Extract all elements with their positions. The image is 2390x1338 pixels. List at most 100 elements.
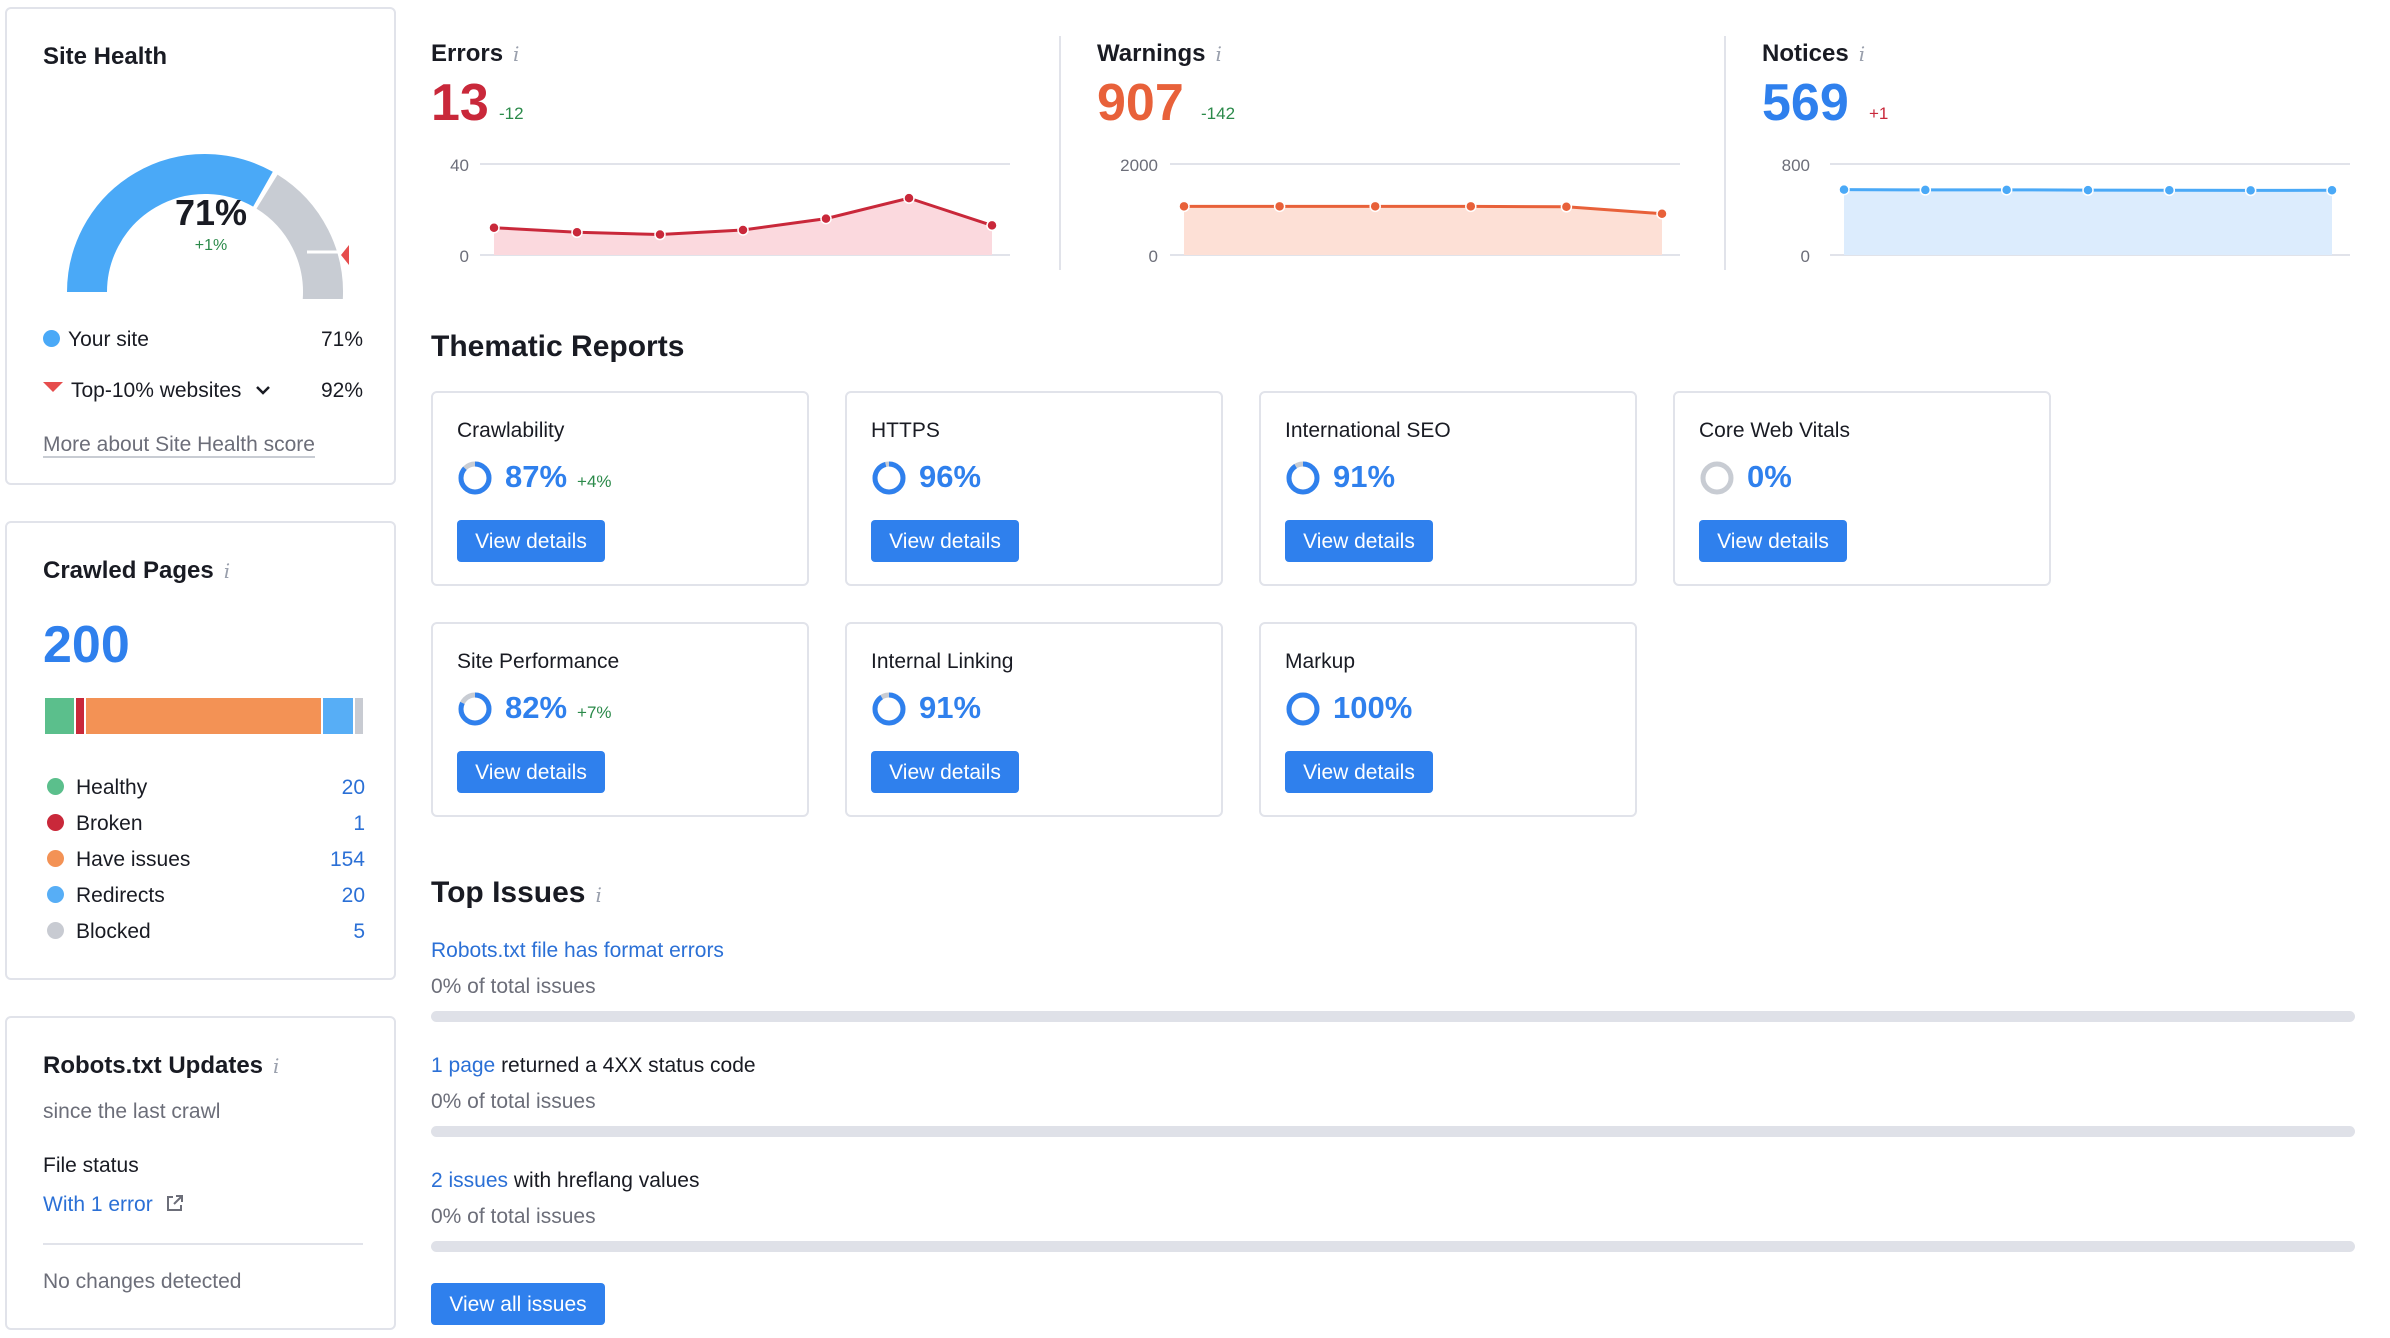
issue-text: with hreflang values (508, 1169, 700, 1192)
info-icon[interactable]: i (595, 883, 602, 907)
healthy-count-link[interactable]: 20 (341, 776, 365, 799)
notices-y-max: 800 (1781, 156, 1810, 175)
bar-segment-healthy[interactable] (45, 698, 74, 734)
site-health-card: Site Health 71% +1% Your site 71% Top-10… (5, 7, 396, 485)
view-details-button[interactable]: View details (871, 520, 1019, 562)
notices-title: Notices i (1762, 40, 1865, 68)
issue-share: 0% of total issues (431, 975, 596, 998)
thematic-card-crawlability: Crawlability 87% +4% View details (431, 391, 809, 586)
thematic-card-percent: 87% (505, 459, 568, 494)
score-ring-icon (872, 461, 906, 495)
info-icon[interactable]: i (273, 1054, 280, 1078)
thematic-card-score: 87% +4% (505, 459, 612, 495)
site-health-gauge (67, 154, 349, 299)
bar-segment-redirects[interactable] (323, 698, 353, 734)
thematic-card-name: Core Web Vitals (1699, 419, 1850, 442)
errors-trend-chart[interactable] (480, 150, 1010, 265)
view-details-button[interactable]: View details (871, 751, 1019, 793)
blocked-count-link[interactable]: 5 (353, 920, 365, 943)
thematic-card-score: 82% +7% (505, 690, 612, 726)
healthy-label: Healthy (76, 776, 148, 799)
thematic-card-name: Internal Linking (871, 650, 1014, 673)
thematic-card-markup: Markup 100% View details (1259, 622, 1637, 817)
notices-trend-chart[interactable] (1830, 150, 2350, 265)
legend-your-site: Your site 71% (43, 328, 363, 352)
site-health-title: Site Health (43, 43, 168, 70)
gauge-site-arc (67, 154, 273, 293)
score-ring-icon (1286, 692, 1320, 726)
thematic-card-name: International SEO (1285, 419, 1451, 442)
bar-segment-broken[interactable] (76, 698, 84, 734)
legend-redirects: Redirects 20 (47, 884, 365, 908)
redirects-count-link[interactable]: 20 (341, 884, 365, 907)
your-site-label: Your site (68, 328, 149, 351)
redirects-dot-icon (47, 885, 64, 903)
chart-point (1560, 201, 1573, 213)
redirects-label: Redirects (76, 884, 165, 907)
crawled-pages-total[interactable]: 200 (43, 616, 130, 674)
issue-link[interactable]: 2 issues (431, 1169, 509, 1192)
issue-link[interactable]: 1 page (431, 1054, 496, 1077)
info-icon[interactable]: i (1215, 42, 1222, 66)
info-icon[interactable]: i (513, 42, 520, 66)
notices-count[interactable]: 569 (1762, 74, 1849, 132)
warnings-count[interactable]: 907 (1097, 74, 1184, 132)
chart-area (1184, 206, 1662, 255)
chart-point (1838, 183, 1850, 196)
thematic-card-delta: +4% (577, 472, 612, 491)
view-details-button[interactable]: View details (457, 520, 605, 562)
healthy-dot-icon (47, 777, 64, 795)
score-ring-icon (1286, 461, 1320, 495)
errors-delta: -12 (499, 104, 524, 123)
broken-label: Broken (76, 812, 143, 835)
more-about-site-health-link[interactable]: More about Site Health score (43, 433, 315, 456)
score-ring-icon (458, 692, 492, 726)
notices-delta: +1 (1869, 104, 1889, 123)
bar-segment-have-issues[interactable] (86, 698, 321, 734)
view-details-button[interactable]: View details (1285, 520, 1433, 562)
thematic-card-score: 0% (1747, 459, 1792, 495)
thematic-card-delta: +7% (577, 703, 612, 722)
thematic-card-name: Crawlability (457, 419, 565, 442)
issue-progress-bar (431, 1011, 2355, 1022)
thematic-card-internal-linking: Internal Linking 91% View details (845, 622, 1223, 817)
thematic-card-score: 91% (1333, 459, 1395, 495)
notices-title-text: Notices (1762, 40, 1849, 67)
warnings-title: Warnings i (1097, 40, 1222, 68)
score-ring-icon (458, 461, 492, 495)
chart-point (1178, 200, 1190, 213)
top-websites-label: Top-10% websites (71, 379, 242, 402)
thematic-card-percent: 91% (1333, 459, 1396, 494)
info-icon[interactable]: i (223, 559, 231, 583)
your-site-value: 71% (320, 328, 363, 351)
chart-point (820, 212, 832, 225)
score-ring-icon (1700, 461, 1734, 495)
view-details-button[interactable]: View details (1699, 520, 1847, 562)
file-status-link[interactable]: With 1 error (43, 1193, 185, 1217)
warnings-title-text: Warnings (1097, 40, 1206, 67)
robots-updates-title-text: Robots.txt Updates (43, 1052, 264, 1079)
info-icon[interactable]: i (1858, 42, 1866, 66)
thematic-card-score: 96% (919, 459, 981, 495)
errors-title: Errors i (431, 40, 519, 68)
robots-divider (43, 1243, 363, 1245)
legend-healthy: Healthy 20 (47, 776, 365, 800)
crawled-pages-card: Crawled Pages i 200 Healthy 20 Broken 1 H… (5, 521, 396, 980)
have-issues-count-link[interactable]: 154 (329, 848, 365, 871)
issue-link[interactable]: Robots.txt file has format errors (431, 939, 724, 962)
external-link-icon (166, 1195, 183, 1212)
view-details-button[interactable]: View details (1285, 751, 1433, 793)
view-all-issues-button[interactable]: View all issues (431, 1283, 605, 1325)
view-details-button[interactable]: View details (457, 751, 605, 793)
crawled-pages-title: Crawled Pages i (43, 557, 230, 585)
chart-point (2000, 184, 2013, 196)
bar-segment-blocked[interactable] (355, 698, 363, 734)
issue-item: 1 page returned a 4XX status code (431, 1054, 756, 1078)
broken-count-link[interactable]: 1 (353, 812, 365, 835)
file-status-link-text: With 1 error (43, 1193, 153, 1216)
warnings-y-max: 2000 (1120, 156, 1158, 175)
legend-top-websites[interactable]: Top-10% websites 92% (43, 379, 363, 403)
warnings-trend-chart[interactable] (1170, 150, 1680, 265)
site-health-delta: +1% (194, 237, 228, 254)
errors-count[interactable]: 13 (431, 74, 489, 132)
